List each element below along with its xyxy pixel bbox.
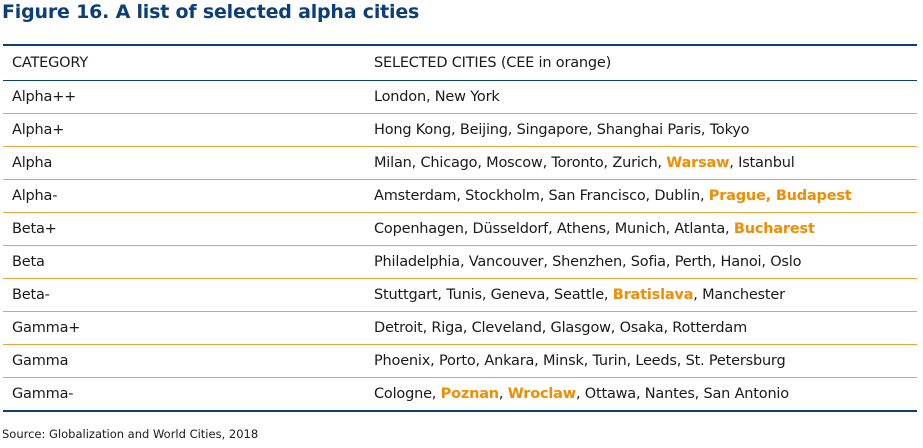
category-cell: Alpha [3, 146, 365, 180]
cities-cell: Cologne, Poznan, Wroclaw, Ottawa, Nantes… [365, 377, 917, 412]
cee-city-highlight: Poznan [440, 386, 499, 402]
city-text: , Ottawa, Nantes, San Antonio [575, 386, 789, 402]
cee-city-highlight: Warsaw [666, 155, 730, 171]
table-row: Alpha+ Hong Kong, Beijing, Singapore, Sha… [3, 113, 917, 147]
category-cell: Beta+ [3, 212, 365, 246]
table-row: Gamma- Cologne, Poznan, Wroclaw, Ottawa, … [3, 377, 917, 412]
source-note: Source: Globalization and World Cities, … [2, 427, 259, 441]
cities-cell: Stuttgart, Tunis, Geneva, Seattle, Brati… [365, 278, 917, 312]
category-cell: Beta- [3, 278, 365, 312]
category-cell: Alpha+ [3, 113, 365, 147]
figure-title: Figure 16. A list of selected alpha citi… [2, 1, 420, 23]
cee-city-highlight: Bratislava [612, 287, 694, 303]
city-text: Phoenix, Porto, Ankara, Minsk, Turin, Le… [374, 353, 786, 369]
category-cell: Alpha- [3, 179, 365, 213]
cee-city-highlight: Wroclaw [507, 386, 576, 402]
column-header-category: CATEGORY [3, 44, 365, 81]
city-text: Cologne, [374, 386, 441, 402]
city-text: Copenhagen, Düsseldorf, Athens, Munich, … [374, 221, 734, 237]
cities-cell: Hong Kong, Beijing, Singapore, Shanghai … [365, 113, 917, 147]
table-row: Gamma+ Detroit, Riga, Cleveland, Glasgow,… [3, 311, 917, 345]
table-row: Alpha- Amsterdam, Stockholm, San Francisc… [3, 179, 917, 213]
category-cell: Alpha++ [3, 80, 365, 114]
cities-cell: Detroit, Riga, Cleveland, Glasgow, Osaka… [365, 311, 917, 345]
alpha-cities-table: CATEGORY SELECTED CITIES (CEE in orange)… [3, 44, 917, 412]
cities-cell: London, New York [365, 80, 917, 114]
city-text: Philadelphia, Vancouver, Shenzhen, Sofia… [374, 254, 802, 270]
table-row: Beta+ Copenhagen, Düsseldorf, Athens, Mun… [3, 212, 917, 246]
table-row: Gamma Phoenix, Porto, Ankara, Minsk, Turi… [3, 344, 917, 378]
city-text: Amsterdam, Stockholm, San Francisco, Dub… [374, 188, 709, 204]
category-cell: Beta [3, 245, 365, 279]
cities-cell: Milan, Chicago, Moscow, Toronto, Zurich,… [365, 146, 917, 180]
cee-city-highlight: Bucharest [733, 221, 815, 237]
city-text: London, New York [374, 89, 500, 105]
city-text: , Istanbul [729, 155, 795, 171]
cities-cell: Phoenix, Porto, Ankara, Minsk, Turin, Le… [365, 344, 917, 378]
table-row: Alpha Milan, Chicago, Moscow, Toronto, Zu… [3, 146, 917, 180]
category-cell: Gamma- [3, 377, 365, 412]
cee-city-highlight: Prague, Budapest [708, 188, 852, 204]
category-cell: Gamma [3, 344, 365, 378]
category-cell: Gamma+ [3, 311, 365, 345]
city-text: Detroit, Riga, Cleveland, Glasgow, Osaka… [374, 320, 747, 336]
city-text: Hong Kong, Beijing, Singapore, Shanghai … [374, 122, 750, 138]
city-text: Milan, Chicago, Moscow, Toronto, Zurich, [374, 155, 667, 171]
cities-cell: Amsterdam, Stockholm, San Francisco, Dub… [365, 179, 917, 213]
cities-cell: Philadelphia, Vancouver, Shenzhen, Sofia… [365, 245, 917, 279]
table-row: Beta- Stuttgart, Tunis, Geneva, Seattle, … [3, 278, 917, 312]
table-row: Beta Philadelphia, Vancouver, Shenzhen, S… [3, 245, 917, 279]
table-body: Alpha++ London, New York Alpha+ Hong Kong, … [3, 80, 917, 412]
cities-cell: Copenhagen, Düsseldorf, Athens, Munich, … [365, 212, 917, 246]
table-header-row: CATEGORY SELECTED CITIES (CEE in orange) [3, 44, 917, 81]
alpha-cities-table-container: CATEGORY SELECTED CITIES (CEE in orange)… [3, 44, 917, 412]
column-header-selected-cities: SELECTED CITIES (CEE in orange) [365, 44, 917, 81]
city-text: , Manchester [693, 287, 785, 303]
city-text: Stuttgart, Tunis, Geneva, Seattle, [374, 287, 613, 303]
city-text: , [498, 386, 508, 402]
table-row: Alpha++ London, New York [3, 80, 917, 114]
